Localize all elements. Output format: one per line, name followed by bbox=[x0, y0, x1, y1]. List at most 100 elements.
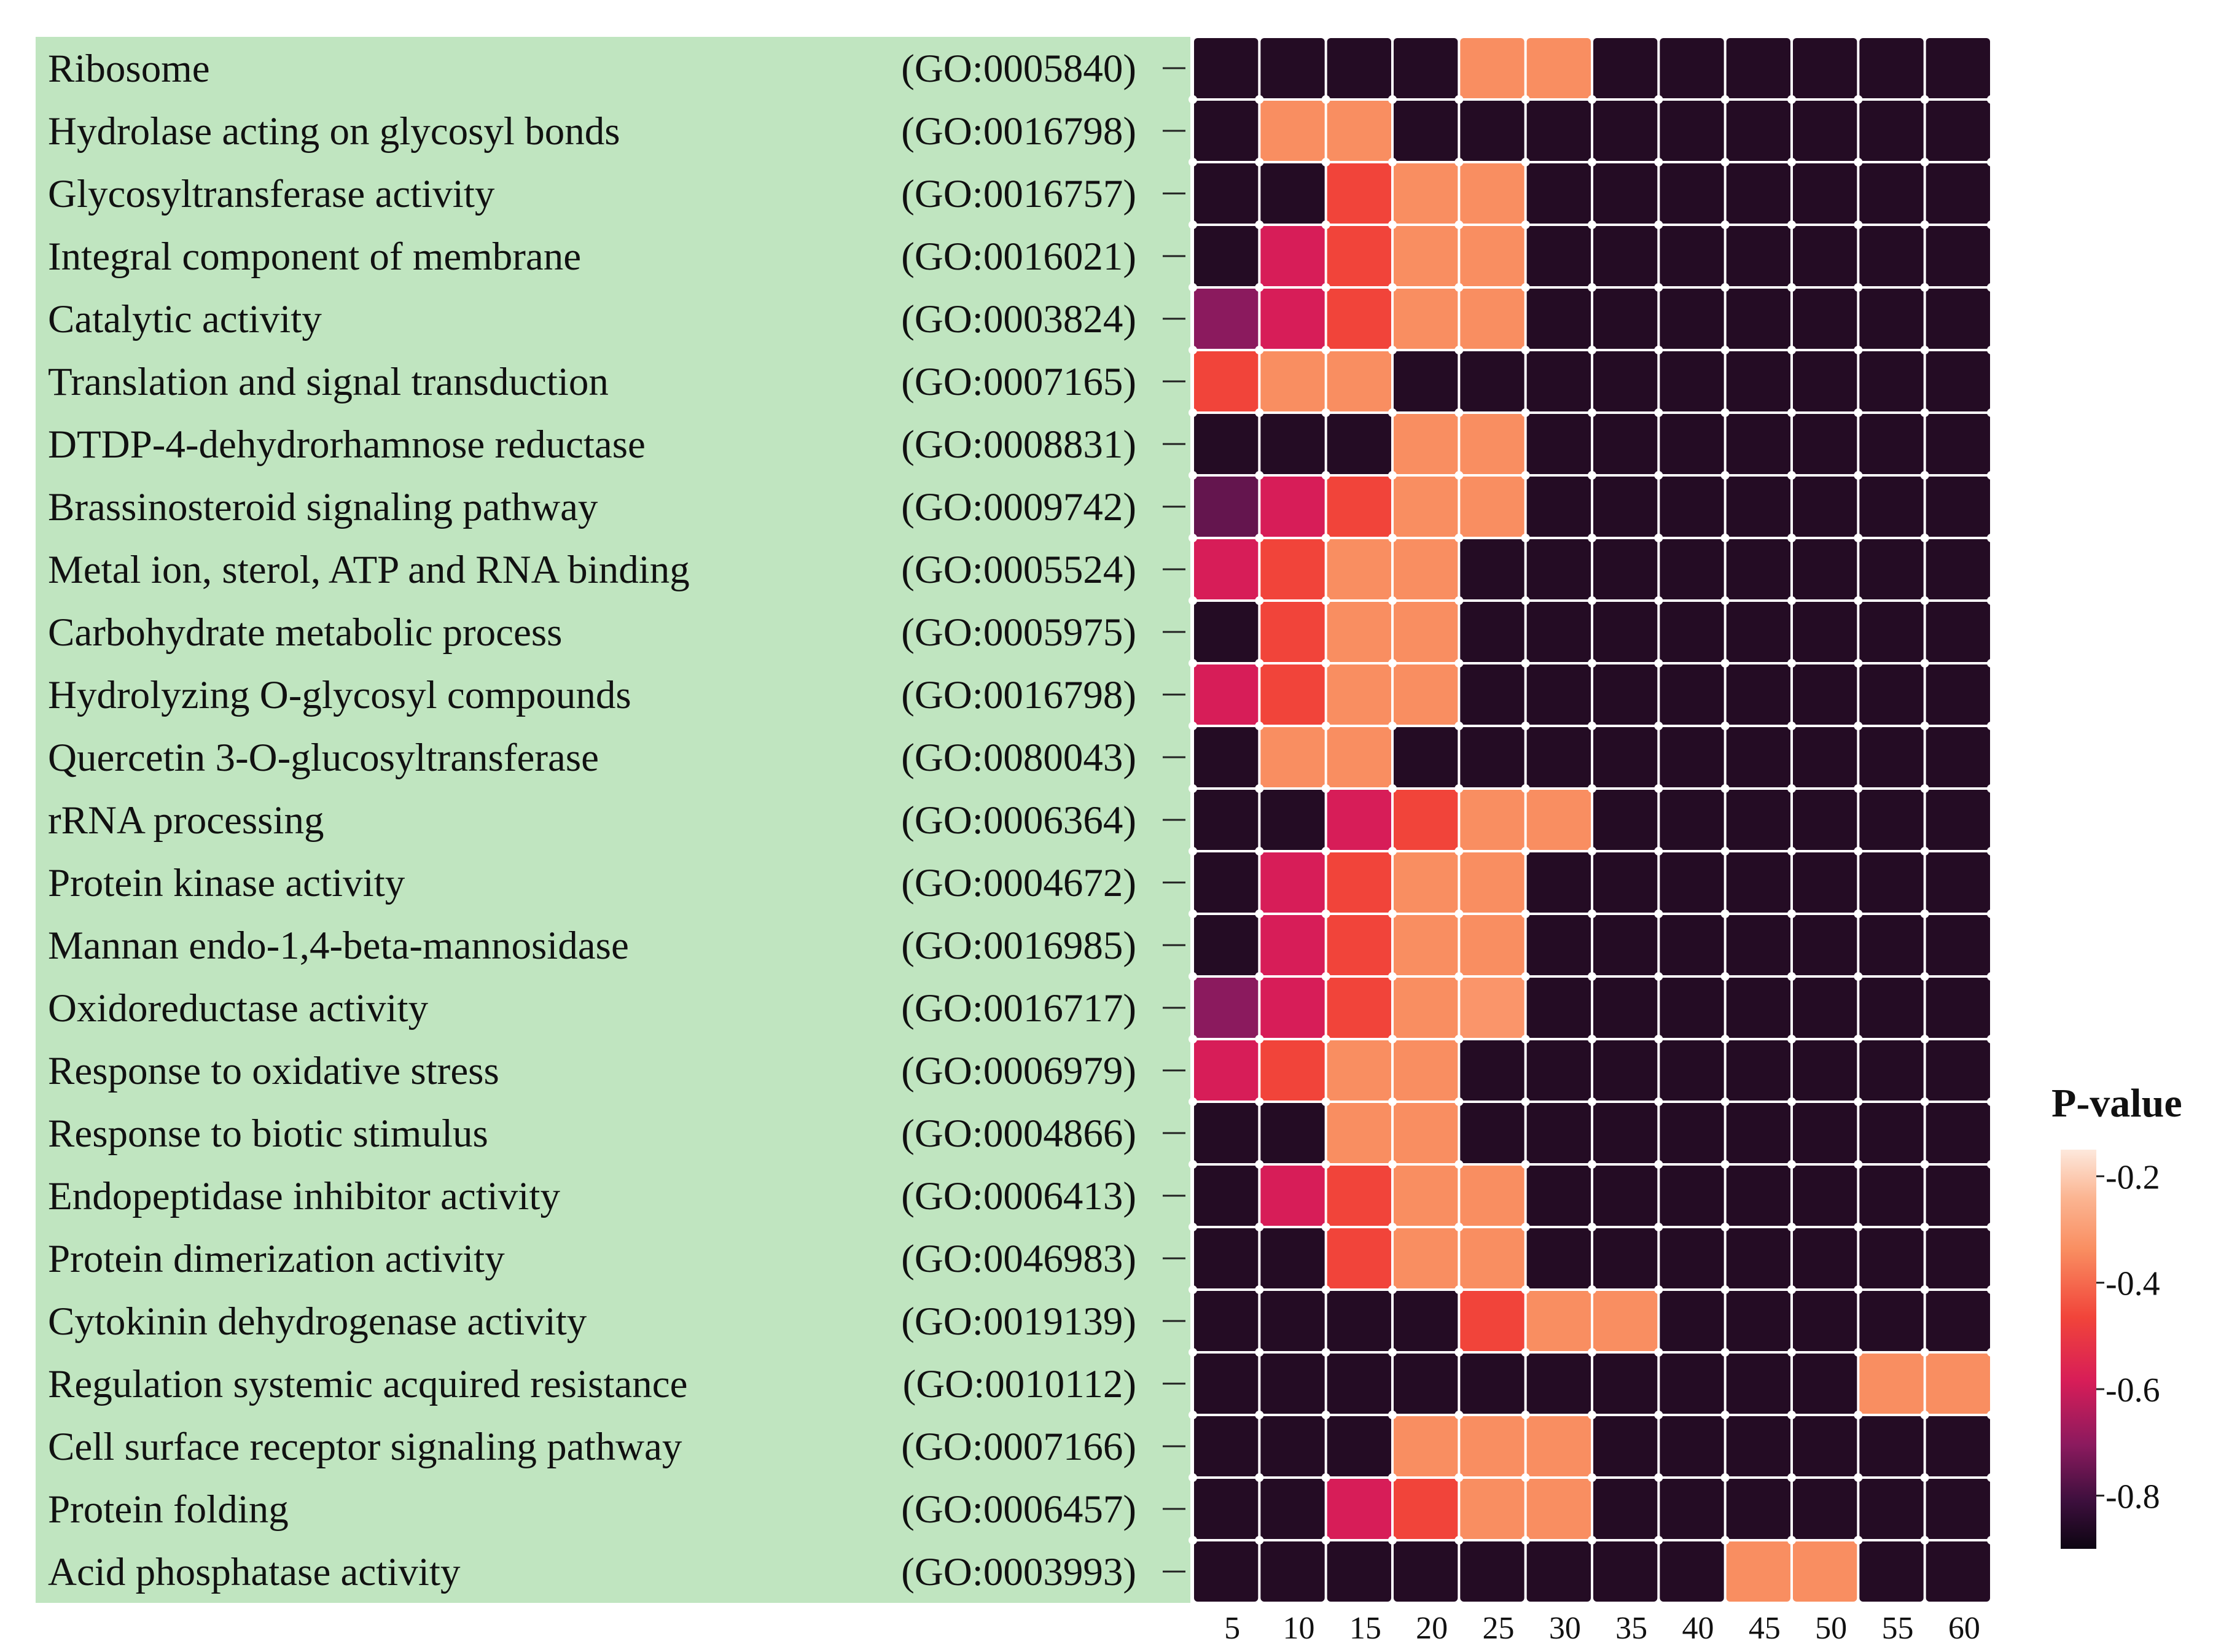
grid-node bbox=[1654, 722, 1663, 730]
heatmap-cell bbox=[1593, 1541, 1658, 1602]
grid-node bbox=[1255, 1473, 1264, 1482]
heatmap-cell bbox=[1726, 602, 1790, 662]
row-label-term: Quercetin 3-O-glucosyltransferase bbox=[48, 736, 599, 780]
x-tick-label: 15 bbox=[1349, 1611, 1381, 1646]
grid-node bbox=[1920, 910, 1929, 918]
grid-node bbox=[1388, 471, 1397, 480]
heatmap-cell bbox=[1593, 289, 1658, 349]
row-label-term: rRNA processing bbox=[48, 798, 324, 843]
grid-node bbox=[1588, 1473, 1596, 1482]
grid-node bbox=[1720, 1097, 1730, 1106]
heatmap-cell bbox=[1926, 852, 1990, 913]
heatmap-cell bbox=[1194, 790, 1259, 850]
heatmap-cell bbox=[1593, 1228, 1658, 1288]
heatmap-cell bbox=[1726, 1228, 1790, 1288]
grid-node bbox=[1454, 1411, 1464, 1419]
heatmap-cell bbox=[1660, 1103, 1724, 1163]
grid-node bbox=[1454, 1097, 1464, 1106]
heatmap-cell bbox=[1926, 664, 1990, 725]
grid-node bbox=[1321, 1097, 1330, 1106]
grid-node bbox=[1521, 659, 1530, 668]
grid-node bbox=[1321, 283, 1330, 292]
grid-node bbox=[1654, 346, 1663, 354]
heatmap-cell bbox=[1660, 101, 1724, 161]
grid-node bbox=[1521, 408, 1530, 417]
row-label-go-id: (GO:0003993) bbox=[901, 1550, 1136, 1594]
grid-node bbox=[1654, 95, 1663, 104]
heatmap-cell bbox=[1859, 351, 1924, 411]
heatmap-cell bbox=[1526, 1166, 1591, 1226]
heatmap-cell bbox=[1260, 1166, 1325, 1226]
heatmap-cell bbox=[1793, 1040, 1857, 1101]
heatmap-cell bbox=[1526, 978, 1591, 1038]
heatmap-cell bbox=[1859, 226, 1924, 286]
grid-node bbox=[1987, 1160, 1996, 1169]
heatmap-cell bbox=[1260, 978, 1325, 1038]
grid-node bbox=[1189, 1035, 1197, 1043]
grid-node bbox=[1720, 534, 1730, 542]
heatmap-cell bbox=[1593, 852, 1658, 913]
heatmap-cell bbox=[1926, 1103, 1990, 1163]
row-label-term: Hydrolase acting on glycosyl bonds bbox=[48, 109, 620, 154]
grid-node bbox=[1189, 408, 1197, 417]
color-legend: P-value -0.2 -0.4 -0.6 -0.8 bbox=[2051, 1081, 2182, 1549]
heatmap-cell bbox=[1726, 1166, 1790, 1226]
grid-node bbox=[1189, 283, 1197, 292]
heatmap-cell bbox=[1260, 1416, 1325, 1476]
heatmap-cell bbox=[1327, 790, 1391, 850]
heatmap-cell bbox=[1859, 1040, 1924, 1101]
grid-node bbox=[1588, 596, 1596, 605]
grid-node bbox=[1654, 1536, 1663, 1545]
heatmap-cell bbox=[1260, 1291, 1325, 1351]
heatmap-cell bbox=[1260, 1228, 1325, 1288]
grid-node bbox=[1920, 1348, 1929, 1357]
heatmap-cell bbox=[1859, 1291, 1924, 1351]
heatmap-cell bbox=[1859, 414, 1924, 474]
grid-node bbox=[1321, 847, 1330, 855]
grid-node bbox=[1189, 1223, 1197, 1231]
grid-node bbox=[1854, 784, 1863, 793]
grid-node bbox=[1255, 1411, 1264, 1419]
grid-node bbox=[1388, 596, 1397, 605]
grid-node bbox=[1189, 95, 1197, 104]
grid-node bbox=[1588, 408, 1596, 417]
row-label-go-id: (GO:0080043) bbox=[901, 736, 1136, 780]
heatmap-cell bbox=[1327, 1479, 1391, 1539]
heatmap-cell bbox=[1793, 790, 1857, 850]
grid-node bbox=[1321, 220, 1330, 229]
grid-node bbox=[1987, 158, 1996, 166]
heatmap-cell bbox=[1926, 727, 1990, 787]
grid-node bbox=[1720, 220, 1730, 229]
grid-node bbox=[1854, 1411, 1863, 1419]
grid-node bbox=[1321, 784, 1330, 793]
heatmap-cell bbox=[1394, 1416, 1458, 1476]
grid-node bbox=[1454, 534, 1464, 542]
heatmap-cell bbox=[1859, 664, 1924, 725]
heatmap-cell bbox=[1926, 477, 1990, 537]
grid-node bbox=[1654, 972, 1663, 981]
heatmap-cell bbox=[1260, 1040, 1325, 1101]
grid-node bbox=[1920, 283, 1929, 292]
row-label-term: Glycosyltransferase activity bbox=[48, 172, 495, 216]
grid-node bbox=[1787, 1223, 1796, 1231]
grid-node bbox=[1920, 534, 1929, 542]
grid-node bbox=[1521, 95, 1530, 104]
grid-node bbox=[1920, 784, 1929, 793]
heatmap-cell bbox=[1394, 1354, 1458, 1414]
grid-node bbox=[1654, 596, 1663, 605]
heatmap-cell bbox=[1726, 1416, 1790, 1476]
row-label-term: Mannan endo-1,4-beta-mannosidase bbox=[48, 924, 629, 968]
grid-node bbox=[1321, 1223, 1330, 1231]
heatmap-cell bbox=[1660, 1416, 1724, 1476]
grid-node bbox=[1388, 95, 1397, 104]
grid-node bbox=[1255, 784, 1264, 793]
row-label-go-id: (GO:0016757) bbox=[901, 172, 1136, 216]
grid-node bbox=[1388, 910, 1397, 918]
row-label-term: Protein folding bbox=[48, 1487, 289, 1532]
grid-node bbox=[1255, 847, 1264, 855]
heatmap-cell bbox=[1460, 915, 1524, 975]
grid-node bbox=[1987, 1035, 1996, 1043]
heatmap-cell bbox=[1859, 289, 1924, 349]
grid-node bbox=[1854, 1035, 1863, 1043]
heatmap-cell bbox=[1593, 351, 1658, 411]
